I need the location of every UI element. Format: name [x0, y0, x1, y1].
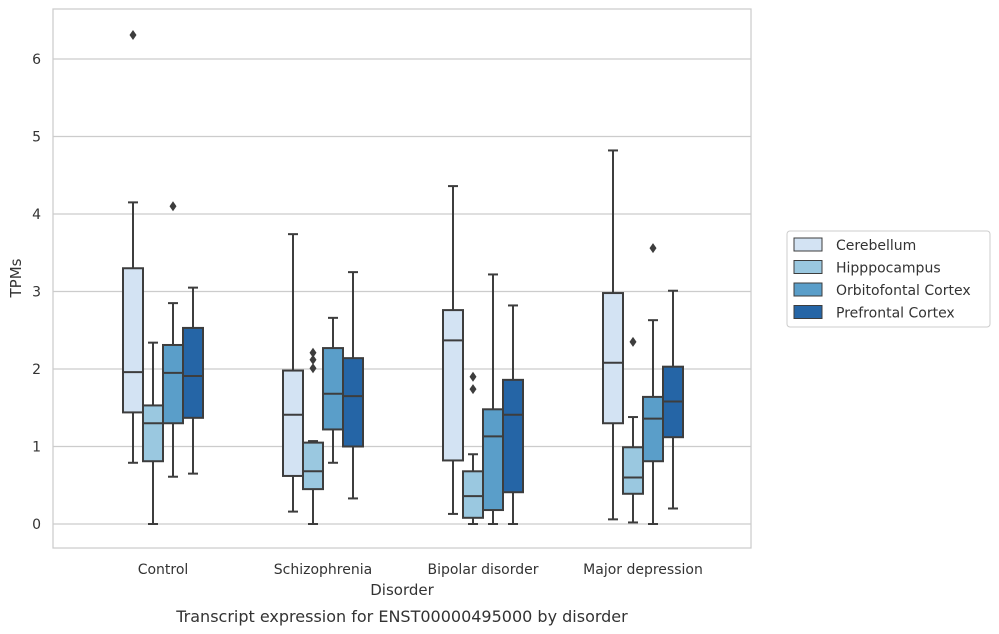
box-hipppocampus	[462, 371, 484, 525]
iqr-box	[462, 470, 484, 519]
iqr-box	[502, 378, 524, 494]
box-hipppocampus	[622, 336, 644, 524]
box-prefrontal-cortex	[662, 289, 684, 510]
y-tick-label: 2	[32, 362, 41, 378]
box-prefrontal-cortex	[182, 286, 204, 475]
plot-area-border	[52, 8, 752, 549]
outlier-point	[129, 29, 137, 40]
iqr-box	[122, 267, 144, 414]
legend-label: Orbitofontal Cortex	[836, 283, 971, 299]
y-tick-label: 5	[32, 130, 41, 146]
iqr-box	[162, 343, 184, 425]
outlier-point	[309, 354, 317, 365]
y-tick-label: 6	[32, 52, 41, 68]
outlier-point	[629, 336, 637, 347]
y-tick-label: 0	[32, 517, 41, 533]
iqr-box	[142, 404, 164, 463]
box-cerebellum	[122, 29, 144, 464]
iqr-box	[302, 441, 324, 491]
plot-area-background	[53, 9, 751, 548]
iqr-box	[482, 408, 504, 512]
box-groups	[122, 29, 684, 525]
box-prefrontal-cortex	[342, 271, 364, 500]
y-axis-ticks: 0 1 2 3 4 5 6	[32, 52, 41, 533]
x-tick-label: Major depression	[583, 562, 703, 578]
chart-caption: Transcript expression for ENST0000049500…	[175, 607, 628, 626]
outlier-point	[469, 371, 477, 382]
iqr-box	[622, 446, 644, 495]
outlier-point	[469, 384, 477, 395]
iqr-box	[182, 326, 204, 419]
x-tick-label: Bipolar disorder	[427, 562, 538, 578]
iqr-box	[642, 395, 664, 463]
legend-swatch	[793, 305, 823, 319]
x-tick-label: Schizophrenia	[274, 562, 372, 578]
y-tick-label: 4	[32, 207, 41, 223]
legend: Cerebellum Hipppocampus Orbitofontal Corte…	[786, 230, 991, 328]
legend-label: Prefrontal Cortex	[836, 306, 955, 322]
box-cerebellum	[602, 149, 624, 521]
outlier-point	[169, 201, 177, 212]
y-tick-label: 1	[32, 440, 41, 456]
iqr-box	[442, 309, 464, 462]
box-orbitofontal-cortex	[482, 273, 504, 525]
y-tick-label: 3	[32, 285, 41, 301]
x-axis-label: Disorder	[370, 581, 434, 599]
x-axis-ticks: Control Schizophrenia Bipolar disorder Majo…	[138, 562, 703, 578]
box-hipppocampus	[142, 341, 164, 525]
box-hipppocampus	[302, 347, 324, 525]
outlier-point	[309, 363, 317, 374]
outlier-point	[649, 243, 657, 254]
legend-swatch	[793, 260, 823, 274]
iqr-box	[282, 369, 304, 477]
x-tick-label: Control	[138, 562, 189, 578]
outlier-point	[309, 347, 317, 358]
legend-swatch	[793, 282, 823, 297]
box-prefrontal-cortex	[502, 304, 524, 525]
box-cerebellum	[282, 233, 304, 513]
legend-label: Cerebellum	[836, 238, 916, 254]
iqr-box	[342, 357, 364, 448]
y-axis-label: TPMs	[7, 258, 25, 298]
box-cerebellum	[442, 185, 464, 515]
iqr-box	[602, 292, 624, 425]
box-orbitofontal-cortex	[642, 243, 664, 525]
legend-swatch	[793, 237, 823, 252]
legend-label: Hipppocampus	[836, 261, 941, 277]
iqr-box	[322, 347, 344, 431]
legend-frame	[786, 230, 991, 328]
